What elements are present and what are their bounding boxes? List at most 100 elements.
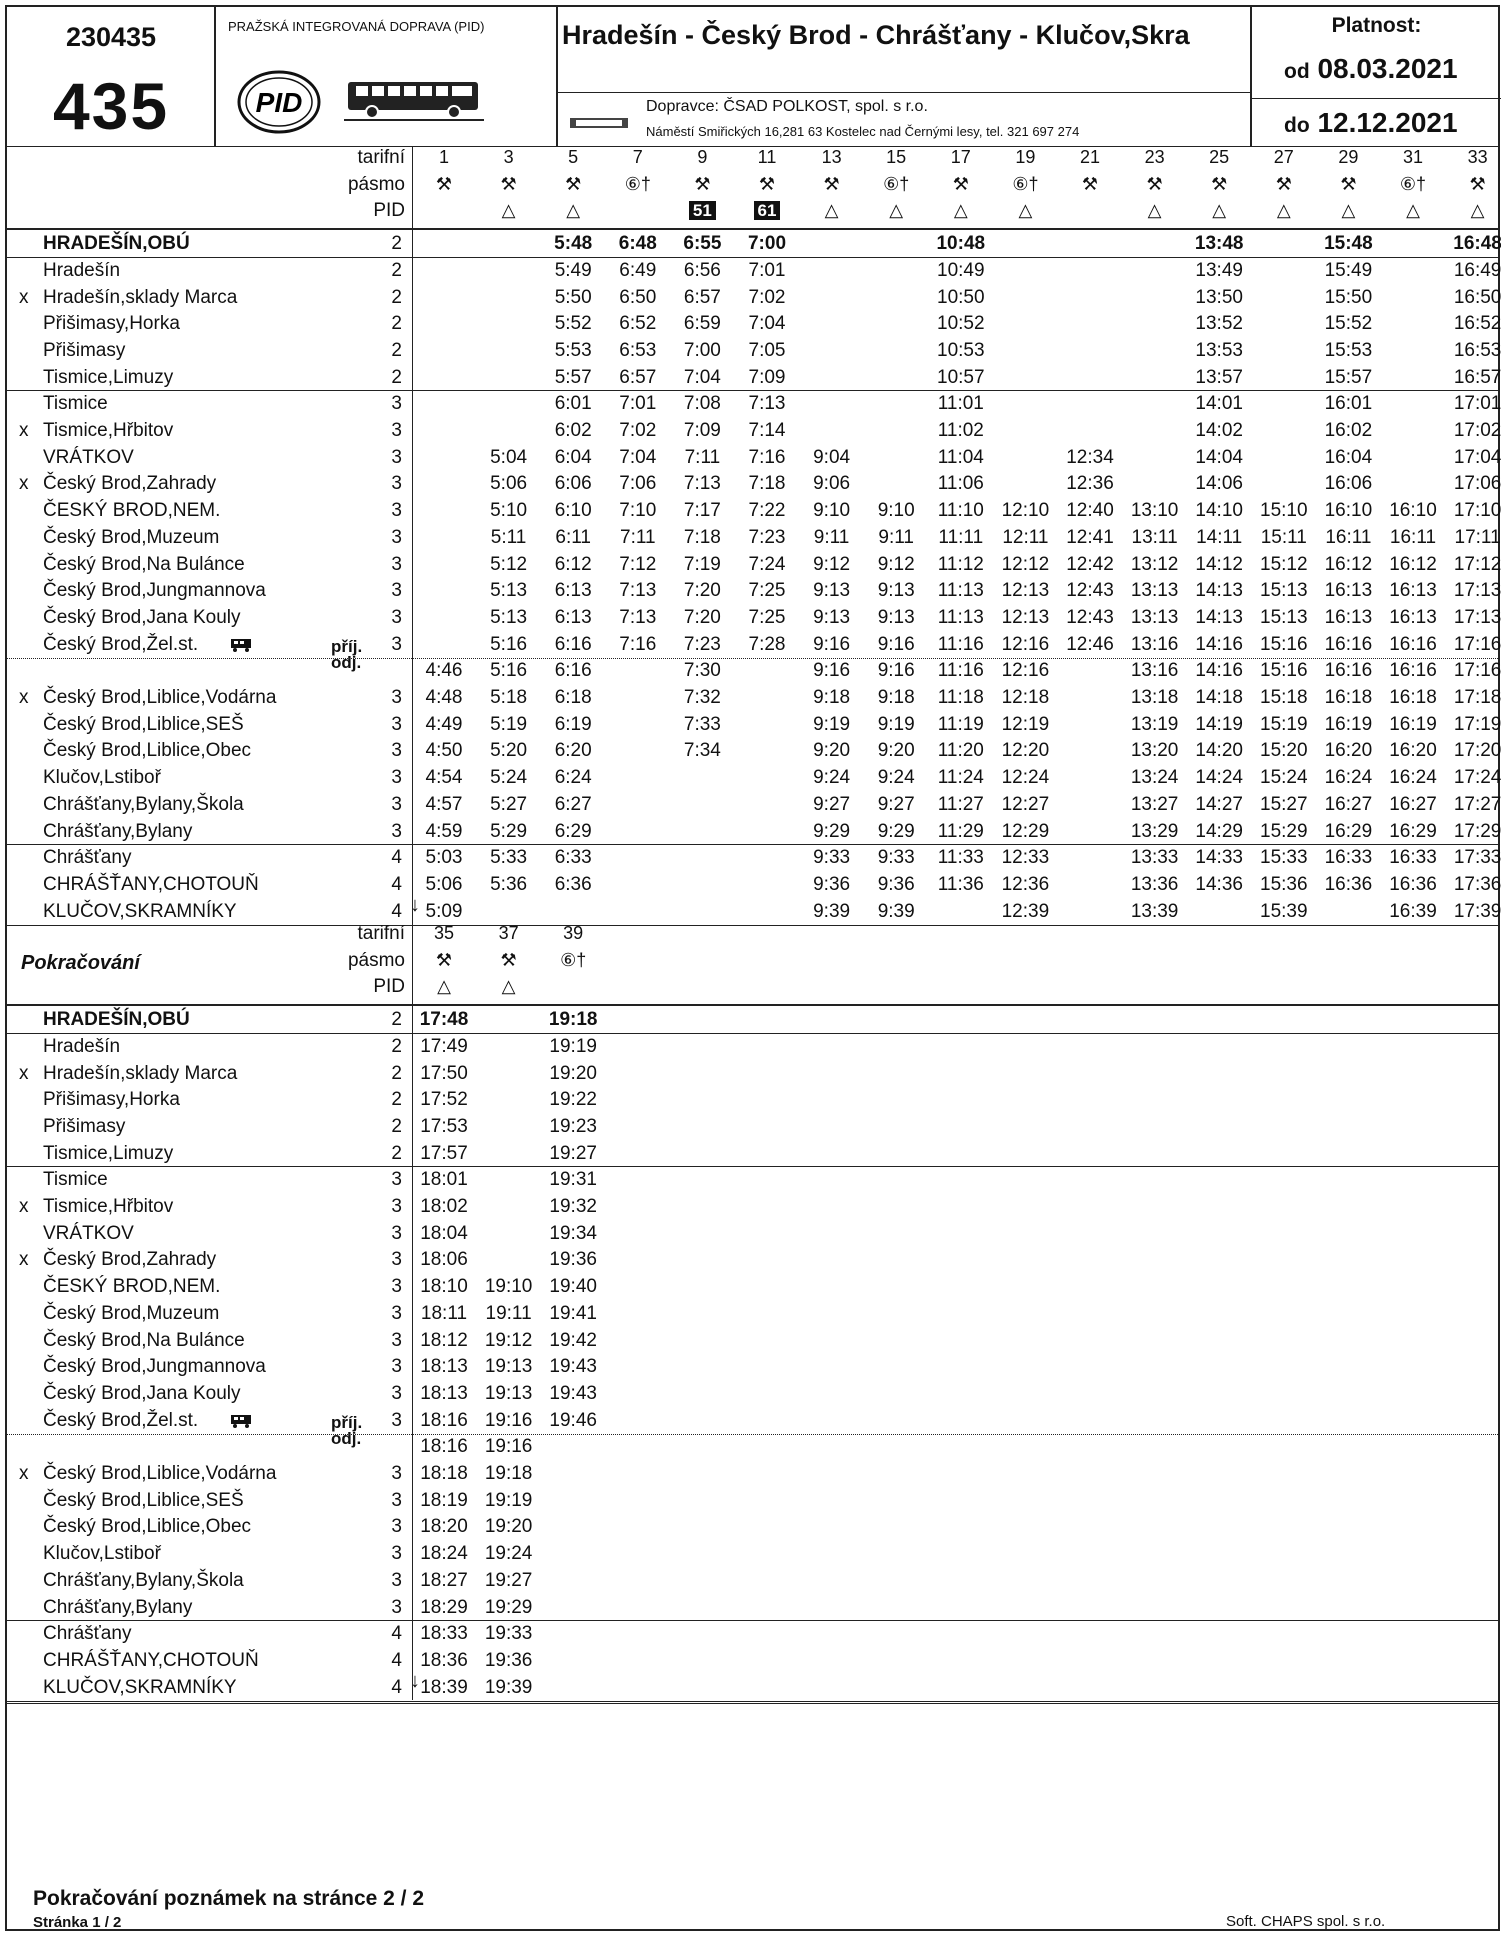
departure-time: 13:48 <box>1194 233 1244 255</box>
departure-time: 6:53 <box>619 339 657 361</box>
departure-time: 9:10 <box>877 500 915 522</box>
trip-number: 3 <box>503 147 514 167</box>
departure-time: 16:39 <box>1389 900 1437 922</box>
departure-time: 12:10 <box>1001 500 1050 522</box>
trip-number: 31 <box>1402 147 1424 167</box>
departure-time: 6:56 <box>683 259 721 281</box>
stop-name: Český Brod,Na Bulánce <box>43 553 245 575</box>
stop-name: Přišimasy <box>43 339 126 361</box>
departure-time: 5:12 <box>490 553 528 575</box>
trip-symbol: ⑥† <box>624 173 651 194</box>
departure-time: 12:33 <box>1001 847 1050 869</box>
departure-time: 12:34 <box>1066 446 1114 468</box>
departure-time: 15:36 <box>1260 873 1308 895</box>
departure-time: 12:36 <box>1001 873 1050 895</box>
departure-time: 19:46 <box>549 1409 597 1431</box>
stop-row: Klučov,Lstiboř 3 4:54 5:24 6:24 9:24 9:24 11:24… <box>5 764 1501 791</box>
divider <box>5 925 1500 927</box>
trip-note-symbol: △ <box>1341 200 1356 221</box>
tariff-zone: 4 <box>391 900 402 922</box>
departure-time: 18:36 <box>420 1649 468 1671</box>
stop-name: VRÁTKOV <box>43 1222 134 1244</box>
departure-time: 10:57 <box>937 366 985 388</box>
stop-name: Přišimasy,Horka <box>43 1089 180 1111</box>
departure-time: 10:49 <box>937 259 985 281</box>
departure-time: 16:27 <box>1389 793 1437 815</box>
tariff-zone: 3 <box>391 473 402 495</box>
departure-time: 9:13 <box>877 606 915 628</box>
trip-symbol: ⚒ <box>758 173 776 194</box>
departure-time: 4:50 <box>425 740 463 762</box>
departure-time: 11:19 <box>937 713 984 735</box>
divider <box>413 1620 1500 1622</box>
departure-time: 6:50 <box>619 286 657 308</box>
departure-time: 19:23 <box>549 1115 597 1137</box>
stop-name: Český Brod,Žel.st. <box>43 633 199 655</box>
departure-time: 13:16 <box>1130 660 1179 682</box>
departure-time: 7:22 <box>748 500 786 522</box>
continuation-label: Pokračování <box>21 951 140 974</box>
trip-note-symbol: △ <box>1406 200 1420 221</box>
tariff-zone: 2 <box>391 339 402 361</box>
departure-time: 6:49 <box>619 259 657 281</box>
departure-time: 15:18 <box>1260 687 1308 708</box>
departure-time: 6:48 <box>618 233 657 255</box>
pid-logo-icon: PID <box>237 70 321 134</box>
departure-time: 19:29 <box>484 1596 533 1618</box>
departure-time: 6:27 <box>554 793 592 815</box>
departure-time: 13:20 <box>1130 740 1179 762</box>
departure-time: 9:36 <box>877 873 915 895</box>
trip-note-symbol: △ <box>566 200 581 221</box>
train-icon <box>230 631 252 661</box>
departure-time: 4:46 <box>425 660 463 682</box>
departure-time: 9:19 <box>877 713 915 735</box>
train-icon <box>230 1407 252 1437</box>
departure-time: 19:42 <box>549 1329 597 1351</box>
departure-time: 5:16 <box>490 660 528 682</box>
departure-time: 5:18 <box>490 687 528 708</box>
departure-time: 16:49 <box>1453 259 1501 281</box>
stop-row: Chrášťany,Bylany,Škola 3 18:27 19:27 <box>5 1567 1500 1594</box>
departure-time: 11:36 <box>937 873 984 895</box>
carrier-logo-icon <box>570 118 628 128</box>
departure-time: 13:27 <box>1130 793 1179 815</box>
page-number: Stránka 1 / 2 <box>33 1914 122 1931</box>
stop-name: Český Brod,Liblice,Obec <box>43 740 252 762</box>
departure-time: 17:57 <box>420 1142 468 1164</box>
stop-row: Český Brod,Jungmannova 3 5:13 6:13 7:13 7:20 7… <box>5 577 1501 604</box>
request-stop-mark: x <box>19 1196 29 1217</box>
stop-name: Hradešín <box>43 1035 121 1057</box>
departure-time: 12:24 <box>1001 767 1050 789</box>
stop-row: Klučov,Lstiboř 3 18:24 19:24 <box>5 1540 1500 1567</box>
departure-time: 14:02 <box>1195 420 1243 441</box>
stop-row: Český Brod,Muzeum 3 18:11 19:11 19:41 <box>5 1300 1500 1327</box>
departure-time: 7:05 <box>748 339 786 361</box>
tariff-zone: 3 <box>391 446 402 468</box>
departure-time: 7:09 <box>748 366 786 388</box>
stop-name: HRADEŠÍN,OBÚ <box>43 1009 190 1031</box>
stop-row: Český Brod,Jana Kouly 3 5:13 6:13 7:13 7:20 7:… <box>5 604 1501 631</box>
departure-time: 16:24 <box>1389 767 1437 789</box>
line-number: 435 <box>52 69 170 143</box>
departure-time: 7:25 <box>748 580 786 602</box>
departure-time: 19:18 <box>548 1009 598 1031</box>
departure-time: 7:13 <box>748 393 786 415</box>
trip-number: 23 <box>1144 147 1165 167</box>
validity-box: Platnost: od 08.03.2021 do 12.12.2021 <box>1251 5 1501 147</box>
stop-row: CHRÁŠŤANY,CHOTOUŇ 4 5:06 5:36 6:36 9:36 9:36 11… <box>5 871 1501 898</box>
trip-symbol: ⚒ <box>1340 173 1357 194</box>
departure-time: 7:04 <box>619 446 657 468</box>
stop-name: ČESKÝ BROD,NEM. <box>43 500 221 522</box>
departure-time: 7:12 <box>619 553 657 575</box>
pid-name: PRAŽSKÁ INTEGROVANÁ DOPRAVA (PID) <box>228 19 485 34</box>
departure-time: 19:20 <box>549 1062 597 1084</box>
departure-time: 13:13 <box>1130 580 1179 602</box>
departure-time: 4:49 <box>425 713 463 735</box>
trip-symbol: ⚒ <box>1211 173 1228 194</box>
departure-time: 9:16 <box>813 660 851 682</box>
departure-time: 6:55 <box>683 233 722 255</box>
tariff-zone: 3 <box>391 420 402 441</box>
validity-label: Platnost: <box>1331 14 1422 37</box>
departure-time: 18:18 <box>420 1463 468 1484</box>
departure-time: 11:16 <box>937 633 984 655</box>
